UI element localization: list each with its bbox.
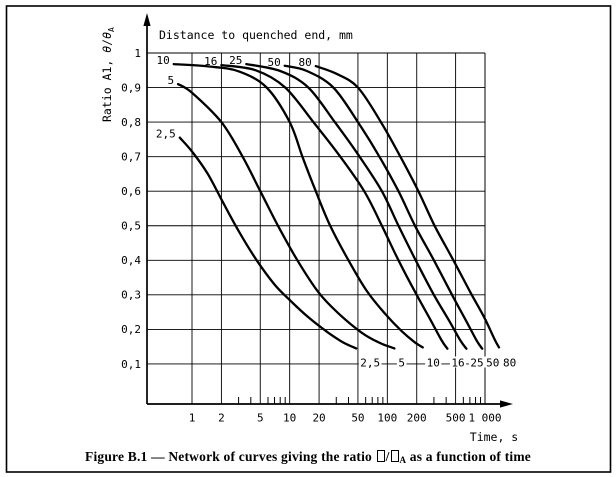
curve-25mm — [245, 62, 468, 350]
curve-start-label: 25 — [229, 54, 242, 67]
caption-text-start: Figure B.1 — Network of curves giving th… — [85, 449, 376, 464]
x-tick-labels: 1 2 5 10 20 50 100 200 500 1 000 — [189, 412, 502, 425]
x-tick-label: 1 — [189, 412, 196, 425]
curve-end-label: 25 — [470, 357, 483, 370]
curve-end-label-bg — [468, 356, 486, 368]
y-tick-label: 1 — [134, 47, 141, 60]
figure-caption: Figure B.1 — Network of curves giving th… — [10, 449, 606, 465]
curve-end-label: 80 — [503, 357, 516, 370]
curve-16mm — [220, 63, 449, 350]
document-frame — [5, 5, 612, 473]
y-tick-label: 0,2 — [121, 323, 141, 336]
curve-end-label-bg — [449, 356, 467, 368]
x-axis-title: Time, s — [470, 430, 518, 444]
missing-theta-glyph-box — [376, 450, 385, 462]
caption-slash: / — [385, 449, 390, 464]
curve-start-label: 5 — [167, 74, 174, 87]
curve-start-label: 2,5 — [156, 128, 176, 141]
curve-start-label: 80 — [299, 56, 312, 69]
curve-start-label: 16 — [204, 55, 217, 68]
y-tick-label: 0,5 — [121, 220, 141, 233]
plot-title: Distance to quenched end, mm — [159, 28, 353, 42]
curve-end-label-bg — [358, 356, 382, 368]
y-tick-label: 0,8 — [121, 116, 141, 129]
curve-end-label-bg — [425, 356, 442, 368]
y-tick-label: 0,9 — [121, 81, 141, 94]
x-tick-label: 2 — [218, 412, 225, 425]
curve-end-label-bg — [501, 356, 518, 368]
y-axis-arrowhead — [143, 13, 151, 26]
y-tick-label: 0,4 — [121, 254, 141, 267]
curves — [172, 62, 501, 350]
x-tick-label: 10 — [283, 412, 296, 425]
axes — [146, 24, 505, 405]
curve-end-label-bg — [396, 356, 407, 368]
x-minor-ticks — [238, 397, 482, 404]
y-tick-label: 0,1 — [121, 358, 141, 371]
curve-50mm — [283, 64, 484, 350]
x-tick-label: 100 — [377, 412, 397, 425]
x-tick-label: 50 — [351, 412, 364, 425]
caption-subscript-a: A — [399, 455, 407, 465]
x-axis-arrowhead — [500, 400, 513, 408]
curve-end-label: 5 — [398, 357, 405, 370]
caption-text-end: as a function of time — [406, 449, 531, 464]
grid — [147, 52, 486, 404]
curve-end-label: 16 — [451, 357, 464, 370]
curve-5mm — [176, 82, 396, 350]
curve-2.5mm — [178, 136, 358, 350]
curve-end-label-bg — [484, 356, 501, 368]
curve-start-label: 50 — [267, 56, 280, 69]
y-tick-label: 0,6 — [121, 185, 141, 198]
curve-10mm — [172, 62, 424, 349]
x-tick-label: 500 — [446, 412, 466, 425]
curve-end-label: 2,5 — [360, 357, 380, 370]
y-tick-label: 0,3 — [121, 289, 141, 302]
y-axis-title: Ratio A1, θ/θA — [100, 27, 116, 122]
x-tick-label: 20 — [312, 412, 325, 425]
curve-start-label: 10 — [156, 54, 169, 67]
y-tick-label: 0,7 — [121, 150, 141, 163]
x-tick-label: 1 000 — [468, 412, 501, 425]
missing-theta-glyph-box — [390, 450, 399, 462]
curve-end-label: 10 — [427, 357, 440, 370]
curve-80mm — [314, 64, 501, 349]
curve-end-label: 50 — [486, 357, 499, 370]
x-tick-label: 5 — [257, 412, 264, 425]
x-tick-label: 200 — [407, 412, 427, 425]
y-tick-labels: 1 0,9 0,8 0,7 0,6 0,5 0,4 0,3 0,2 0,1 — [121, 47, 141, 371]
